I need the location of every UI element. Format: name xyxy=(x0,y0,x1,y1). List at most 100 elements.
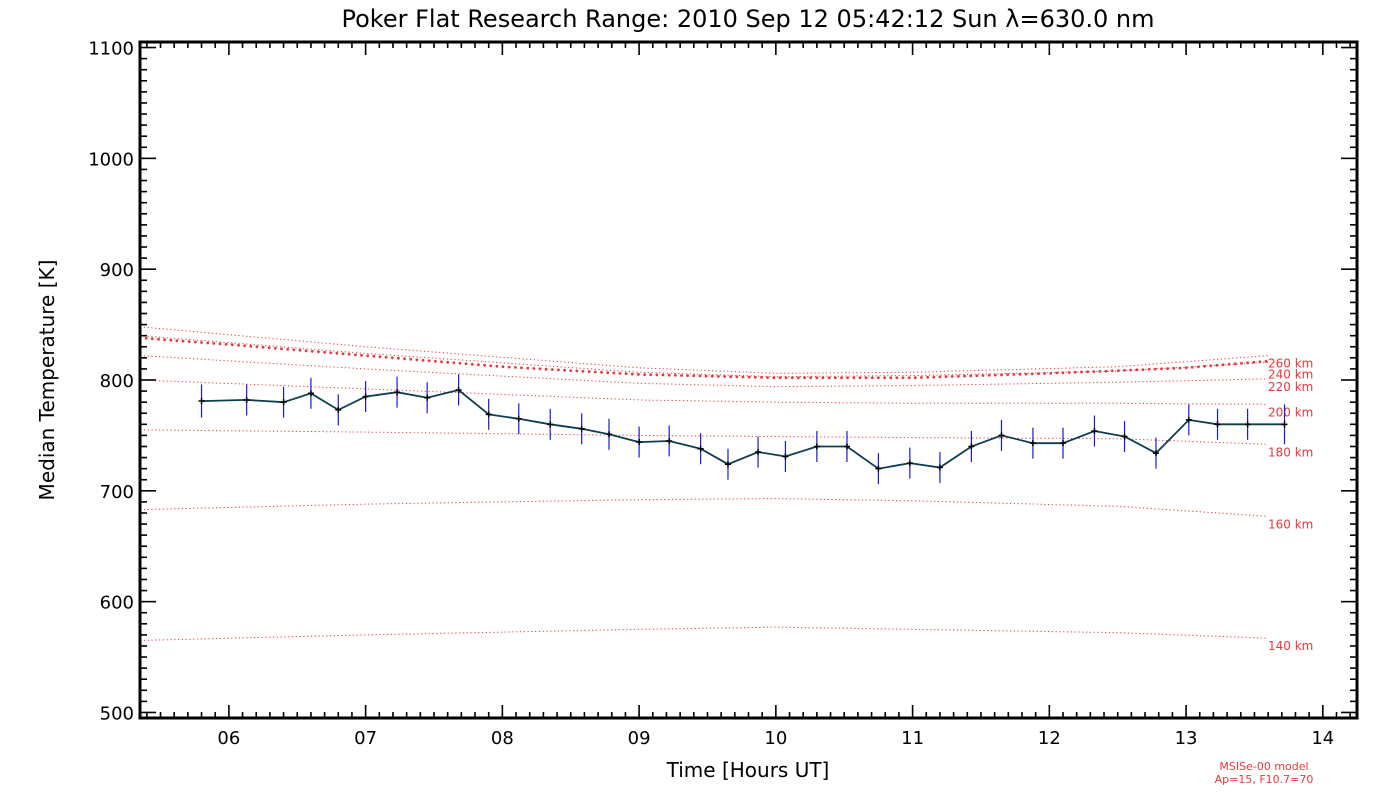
model-highlight-point xyxy=(255,345,259,349)
model-highlight-point xyxy=(1006,373,1009,377)
data-point xyxy=(968,443,975,450)
model-highlight-point xyxy=(957,374,960,378)
y-tick-label: 1100 xyxy=(88,39,134,60)
model-highlight-point xyxy=(729,375,733,379)
model-highlight-point xyxy=(649,373,653,377)
model-highlight-point xyxy=(1258,360,1262,364)
model-highlight-point xyxy=(932,375,936,379)
model-highlight-point xyxy=(550,368,554,371)
data-point xyxy=(1091,427,1098,434)
model-highlight-point xyxy=(384,355,388,359)
altitude-label-180-km: 180 km xyxy=(1268,445,1313,459)
model-highlight-point xyxy=(280,347,283,351)
model-highlight-point xyxy=(883,376,886,380)
model-highlight-point xyxy=(1086,370,1089,374)
model-highlight-point xyxy=(686,374,689,377)
model-highlight-point xyxy=(310,349,314,353)
model-highlight-point xyxy=(1252,360,1256,364)
model-highlight-point xyxy=(784,376,788,380)
model-highlight-point xyxy=(827,376,831,380)
model-highlight-point xyxy=(1197,365,1200,369)
y-axis-label: Median Temperature [K] xyxy=(35,260,59,501)
chart-title: Poker Flat Research Range: 2010 Sep 12 0… xyxy=(342,5,1155,33)
model-highlight-point xyxy=(840,376,843,380)
model-highlight-point xyxy=(421,358,425,362)
data-point xyxy=(906,460,913,467)
y-tick-label: 500 xyxy=(100,703,134,724)
data-point xyxy=(1121,433,1128,440)
data-point xyxy=(636,439,643,446)
model-highlight-point xyxy=(797,376,800,380)
model-highlight-point xyxy=(1049,371,1053,375)
data-point xyxy=(1214,421,1221,428)
model-highlight-point xyxy=(557,368,560,372)
y-tick-label: 900 xyxy=(100,260,134,281)
model-highlight-point xyxy=(975,374,979,378)
model-highlight-point xyxy=(1043,372,1046,375)
data-point xyxy=(755,449,762,456)
data-point xyxy=(782,453,789,460)
model-curve-160-km xyxy=(139,498,1269,517)
model-highlight-point xyxy=(1061,371,1065,375)
model-highlight-point xyxy=(1000,373,1003,377)
x-tick-label: 14 xyxy=(1311,728,1334,749)
data-point xyxy=(1185,416,1192,423)
data-point xyxy=(243,396,250,403)
model-highlight-point xyxy=(440,360,443,364)
data-point xyxy=(697,445,704,452)
model-highlight-point xyxy=(889,376,893,380)
model-highlight-point xyxy=(397,356,400,360)
model-highlight-point xyxy=(1067,371,1071,374)
model-highlight-point xyxy=(477,363,480,367)
model-highlight-point xyxy=(661,373,665,377)
model-highlight-point xyxy=(230,343,234,347)
model-highlight-point xyxy=(1209,364,1213,368)
model-highlight-point xyxy=(766,376,769,379)
model-highlight-curve xyxy=(138,336,1268,380)
data-point xyxy=(813,443,820,450)
model-highlight-point xyxy=(575,369,579,373)
model-highlight-point xyxy=(347,352,351,356)
model-highlight-point xyxy=(212,342,216,345)
model-highlight-point xyxy=(809,376,813,380)
model-highlight-point xyxy=(181,339,185,343)
model-highlight-point xyxy=(981,374,985,377)
model-highlight-point xyxy=(606,371,610,375)
model-highlight-point xyxy=(175,339,179,343)
model-highlight-point xyxy=(1240,361,1243,365)
axes: 06 07 08 09 10 11 12 13 14 500 600 700 800 900 1000 110… xyxy=(88,39,1359,749)
model-highlight-point xyxy=(194,340,197,344)
model-highlight-point xyxy=(624,372,628,376)
plot-frame xyxy=(138,40,1359,720)
model-curve-200-km xyxy=(139,379,1269,405)
model-highlight-point xyxy=(1221,363,1225,367)
model-highlight-point xyxy=(1012,373,1016,376)
temperature-series xyxy=(198,374,1288,485)
model-highlight-point xyxy=(717,375,720,378)
model-highlight-point xyxy=(1024,372,1028,376)
model-highlight-point xyxy=(1080,370,1083,374)
data-point xyxy=(998,432,1005,439)
altitude-label-160-km: 160 km xyxy=(1268,517,1313,531)
model-highlight-point xyxy=(144,336,148,340)
model-highlight-point xyxy=(403,357,406,361)
model-highlight-point xyxy=(1172,366,1176,370)
data-point xyxy=(547,421,554,428)
y-tick-label: 800 xyxy=(100,371,134,392)
model-highlight-point xyxy=(495,364,499,368)
model-highlight-point xyxy=(163,338,167,342)
model-highlight-point xyxy=(464,362,468,366)
model-highlight-point xyxy=(483,363,486,367)
altitude-label-140-km: 140 km xyxy=(1268,639,1313,653)
data-point xyxy=(335,406,342,413)
model-highlight-point xyxy=(778,376,782,380)
model-highlight-point xyxy=(434,359,437,363)
y-tick-label: 700 xyxy=(100,482,134,503)
model-highlight-point xyxy=(852,376,856,380)
model-highlight-point xyxy=(673,373,677,377)
model-highlight-point xyxy=(944,375,948,379)
model-highlight-point xyxy=(858,376,862,380)
model-highlight-point xyxy=(833,376,837,380)
